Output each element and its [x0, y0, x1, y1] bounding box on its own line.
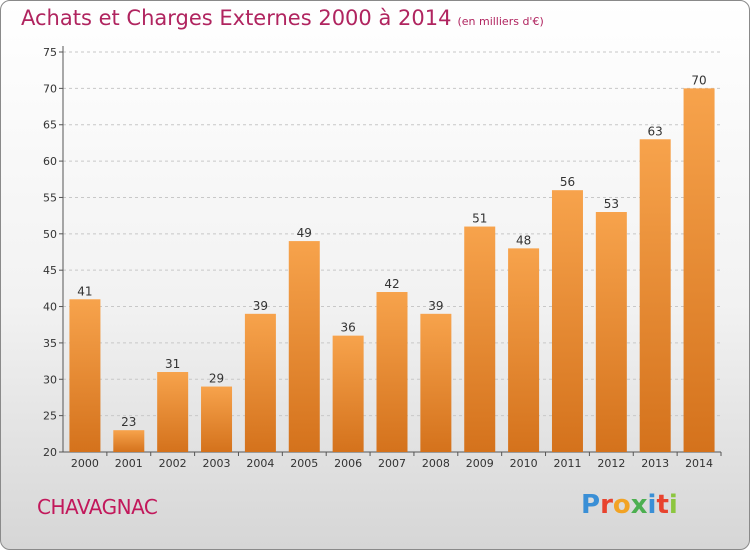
x-tick-label-2012: 2012 — [597, 457, 625, 470]
data-label-2000: 41 — [77, 284, 92, 298]
x-tick-label-2010: 2010 — [510, 457, 538, 470]
bar-2002 — [157, 372, 189, 452]
x-tick-label-2006: 2006 — [334, 457, 362, 470]
data-label-2007: 42 — [384, 277, 399, 291]
data-label-2011: 56 — [560, 175, 575, 189]
bar-2010 — [508, 248, 540, 452]
data-label-2004: 39 — [253, 299, 268, 313]
bar-2011 — [551, 190, 583, 452]
data-label-2003: 29 — [209, 372, 224, 386]
commune-name: CHAVAGNAC — [37, 495, 158, 519]
labels: 41 2000 23 2001 31 2002 29 2003 39 2004 49 2005 36 20… — [71, 73, 713, 470]
logo-letter: i — [668, 490, 678, 520]
y-tick-label: 70 — [43, 82, 57, 95]
y-tick-label: 75 — [43, 46, 57, 59]
chart-title: Achats et Charges Externes 2000 à 2014 (e… — [21, 6, 544, 30]
bar-2000 — [69, 299, 101, 452]
data-label-2008: 39 — [428, 299, 443, 313]
y-tick-label: 25 — [43, 410, 57, 423]
x-tick-label-2005: 2005 — [290, 457, 318, 470]
logo-letter: i — [647, 490, 657, 520]
proxiti-logo: Proxiti — [581, 490, 678, 520]
x-tick-label-2001: 2001 — [115, 457, 143, 470]
x-tick-label-2008: 2008 — [422, 457, 450, 470]
x-tick-label-2011: 2011 — [553, 457, 581, 470]
x-tick-label-2009: 2009 — [466, 457, 494, 470]
bar-2005 — [288, 241, 320, 452]
chart-subtitle: (en milliers d'€) — [457, 15, 544, 28]
x-tick-label-2014: 2014 — [685, 457, 713, 470]
bar-2014 — [683, 88, 715, 452]
y-tick-label: 65 — [43, 119, 57, 132]
logo-letter: P — [581, 490, 601, 520]
y-tick-label: 50 — [43, 228, 57, 241]
data-label-2012: 53 — [604, 197, 619, 211]
bar-2009 — [464, 226, 496, 452]
bar-2001 — [113, 430, 145, 452]
bar-2004 — [244, 313, 276, 452]
bar-2012 — [595, 212, 627, 452]
bars — [69, 88, 715, 453]
data-label-2006: 36 — [340, 321, 355, 335]
bar-2006 — [332, 335, 364, 452]
x-tick-label-2013: 2013 — [641, 457, 669, 470]
y-tick-label: 20 — [43, 446, 57, 459]
x-tick-label-2003: 2003 — [203, 457, 231, 470]
bar-2007 — [376, 292, 408, 452]
x-tick-label-2007: 2007 — [378, 457, 406, 470]
y-tick-label: 55 — [43, 191, 57, 204]
data-label-2010: 48 — [516, 233, 531, 247]
logo-letter: o — [612, 490, 631, 520]
data-label-2005: 49 — [297, 226, 312, 240]
data-label-2013: 63 — [648, 124, 663, 138]
x-tick-label-2002: 2002 — [159, 457, 187, 470]
title-text: Achats et Charges Externes 2000 à 2014 — [21, 6, 452, 30]
data-label-2002: 31 — [165, 357, 180, 371]
bar-2008 — [420, 313, 452, 452]
y-tick-label: 40 — [43, 301, 57, 314]
x-tick-label-2004: 2004 — [246, 457, 274, 470]
x-tick-label-2000: 2000 — [71, 457, 99, 470]
y-tick-label: 35 — [43, 337, 57, 350]
y-tick-label: 30 — [43, 373, 57, 386]
data-label-2014: 70 — [691, 73, 706, 87]
data-label-2001: 23 — [121, 415, 136, 429]
bar-2003 — [201, 386, 233, 452]
logo-letter: x — [630, 490, 648, 520]
logo-letter: r — [600, 490, 613, 520]
logo-letter: t — [656, 490, 669, 520]
bar-2013 — [639, 139, 671, 453]
data-label-2009: 51 — [472, 212, 487, 226]
y-tick-label: 60 — [43, 155, 57, 168]
y-tick-label: 45 — [43, 264, 57, 277]
